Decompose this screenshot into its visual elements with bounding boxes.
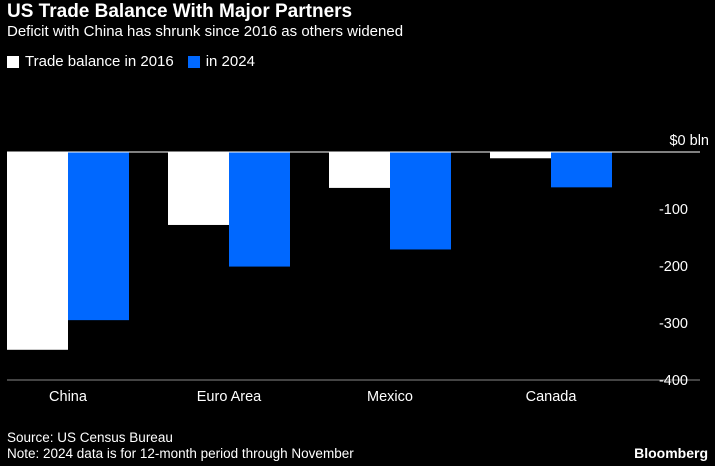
chart-subtitle: Deficit with China has shrunk since 2016…: [7, 23, 404, 40]
legend-swatch-2016: [7, 55, 19, 68]
x-tick-label: Canada: [526, 389, 578, 405]
legend-item-2024: in 2024: [187, 53, 255, 70]
y-tick-label: -400: [659, 373, 688, 389]
bloomberg-logo: Bloomberg: [634, 445, 708, 461]
y-tick-label: -300: [659, 316, 688, 332]
footer: Source: US Census Bureau Note: 2024 data…: [7, 430, 354, 462]
y-tick-label: -200: [659, 259, 688, 275]
y-tick-label: $0 bln: [669, 133, 709, 149]
bar-euro-area-2024: [229, 152, 290, 267]
bar-china-2016: [7, 152, 68, 350]
legend-item-2016: Trade balance in 2016: [7, 53, 174, 70]
x-tick-label: China: [49, 389, 88, 405]
bar-euro-area-2016: [168, 152, 229, 225]
legend-label-2024: in 2024: [205, 53, 255, 70]
legend-swatch-2024: [187, 55, 200, 68]
bar-mexico-2024: [390, 152, 451, 250]
bar-mexico-2016: [329, 152, 390, 188]
chart-title: US Trade Balance With Major Partners: [7, 1, 353, 22]
legend: Trade balance in 2016 in 2024: [7, 53, 269, 70]
bar-canada-2024: [551, 152, 612, 188]
data-note: Note: 2024 data is for 12-month period t…: [7, 446, 354, 461]
source-note: Source: US Census Bureau: [7, 430, 173, 445]
x-tick-label: Mexico: [367, 389, 413, 405]
legend-label-2016: Trade balance in 2016: [25, 53, 174, 70]
bar-china-2024: [68, 152, 129, 321]
x-tick-label: Euro Area: [197, 389, 262, 405]
bar-canada-2016: [490, 152, 551, 159]
y-tick-label: -100: [659, 202, 688, 218]
